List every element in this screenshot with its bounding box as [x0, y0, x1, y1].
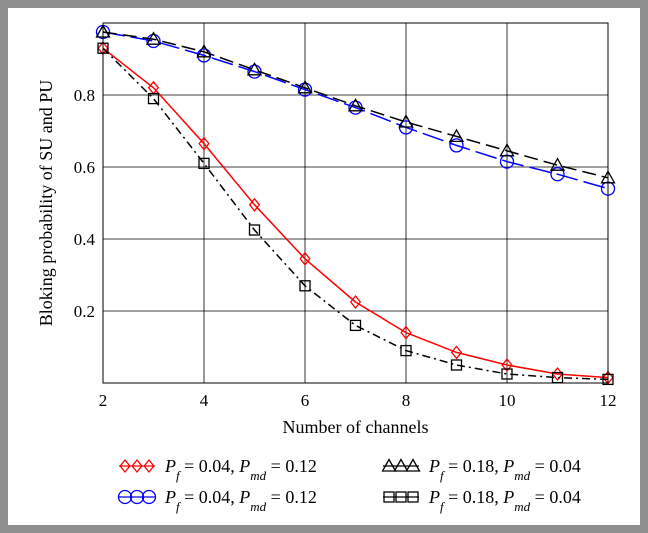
data-point-triangle [398, 114, 414, 128]
legend: Pf = 0.04, Pmd = 0.12 Pf = 0.04, Pmd = 0.… [117, 456, 581, 514]
y-tick-label: 0.4 [74, 230, 96, 249]
data-point-triangle [381, 458, 397, 472]
data-point-square [147, 92, 160, 105]
data-point-circle [141, 489, 157, 505]
data-point-square [450, 359, 463, 371]
data-point-triangle [246, 61, 263, 76]
plot-border [102, 22, 609, 384]
x-tick-label: 8 [402, 391, 411, 410]
data-point-diamond [501, 357, 513, 373]
series-square [97, 42, 614, 386]
data-point-triangle [145, 31, 162, 45]
x-tick-label: 10 [499, 391, 516, 410]
data-point-diamond [131, 458, 143, 474]
y-tick-label: 0.2 [74, 302, 95, 321]
y-axis-label: Bloking probability of SU and PU [36, 80, 56, 327]
legend-label: Pf = 0.04, Pmd = 0.12 [164, 456, 317, 483]
data-point-square [400, 344, 412, 357]
x-tick-label: 12 [600, 391, 617, 410]
tick-labels: 2 4 6 8 10 12 0.2 0.4 0.6 0.8 [74, 86, 617, 410]
data-point-square [501, 368, 513, 380]
data-point-circle [550, 167, 565, 182]
data-point-triangle [196, 43, 212, 58]
data-point-circle [196, 48, 212, 63]
data-point-triangle [347, 97, 364, 112]
data-point-triangle [448, 128, 465, 143]
data-point-circle [297, 82, 313, 97]
data-point-circle [146, 33, 161, 49]
data-point-diamond [248, 197, 261, 212]
data-point-square [349, 319, 362, 332]
data-point-triangle [393, 458, 409, 472]
data-point-triangle [405, 458, 421, 472]
data-point-square [299, 280, 311, 292]
x-tick-label: 2 [99, 391, 108, 410]
data-point-square [395, 491, 407, 503]
legend-label: Pf = 0.18, Pmd = 0.04 [428, 487, 581, 514]
legend-entry-diamond: Pf = 0.04, Pmd = 0.12 [119, 456, 317, 483]
series-line [102, 31, 609, 190]
data-point-diamond [119, 458, 131, 474]
data-point-square [198, 157, 210, 170]
data-point-square [383, 491, 395, 503]
data-point-diamond [349, 294, 362, 310]
series-triangle [95, 24, 616, 184]
grid [103, 23, 608, 383]
data-point-circle [449, 138, 464, 153]
data-point-square [248, 224, 261, 236]
data-point-diamond [400, 325, 412, 340]
data-point-diamond [198, 136, 210, 151]
data-point-diamond [299, 251, 311, 266]
series-line [102, 31, 609, 179]
y-tick-label: 0.8 [74, 86, 95, 105]
series-line [102, 47, 609, 381]
data-point-square [407, 491, 419, 503]
legend-label: Pf = 0.18, Pmd = 0.04 [428, 456, 581, 483]
data-point-triangle [549, 157, 566, 171]
legend-label: Pf = 0.04, Pmd = 0.12 [164, 487, 317, 514]
x-tick-label: 4 [200, 391, 209, 410]
data-point-circle [129, 489, 145, 505]
data-point-triangle [499, 142, 515, 157]
series-group [95, 24, 616, 386]
series-circle [95, 24, 616, 196]
x-tick-label: 6 [301, 391, 310, 410]
legend-entry-triangle: Pf = 0.18, Pmd = 0.04 [381, 456, 581, 483]
data-point-triangle [297, 79, 313, 94]
x-axis-label: Number of channels [283, 417, 429, 437]
y-tick-label: 0.6 [74, 158, 95, 177]
series-diamond [97, 41, 614, 385]
data-point-circle [499, 154, 515, 169]
data-point-diamond [143, 458, 155, 474]
legend-entry-square: Pf = 0.18, Pmd = 0.04 [383, 487, 581, 514]
data-point-circle [117, 489, 133, 505]
series-line [102, 47, 609, 379]
data-point-diamond [602, 370, 614, 385]
data-point-diamond [450, 345, 463, 360]
legend-entry-circle: Pf = 0.04, Pmd = 0.12 [117, 487, 317, 514]
